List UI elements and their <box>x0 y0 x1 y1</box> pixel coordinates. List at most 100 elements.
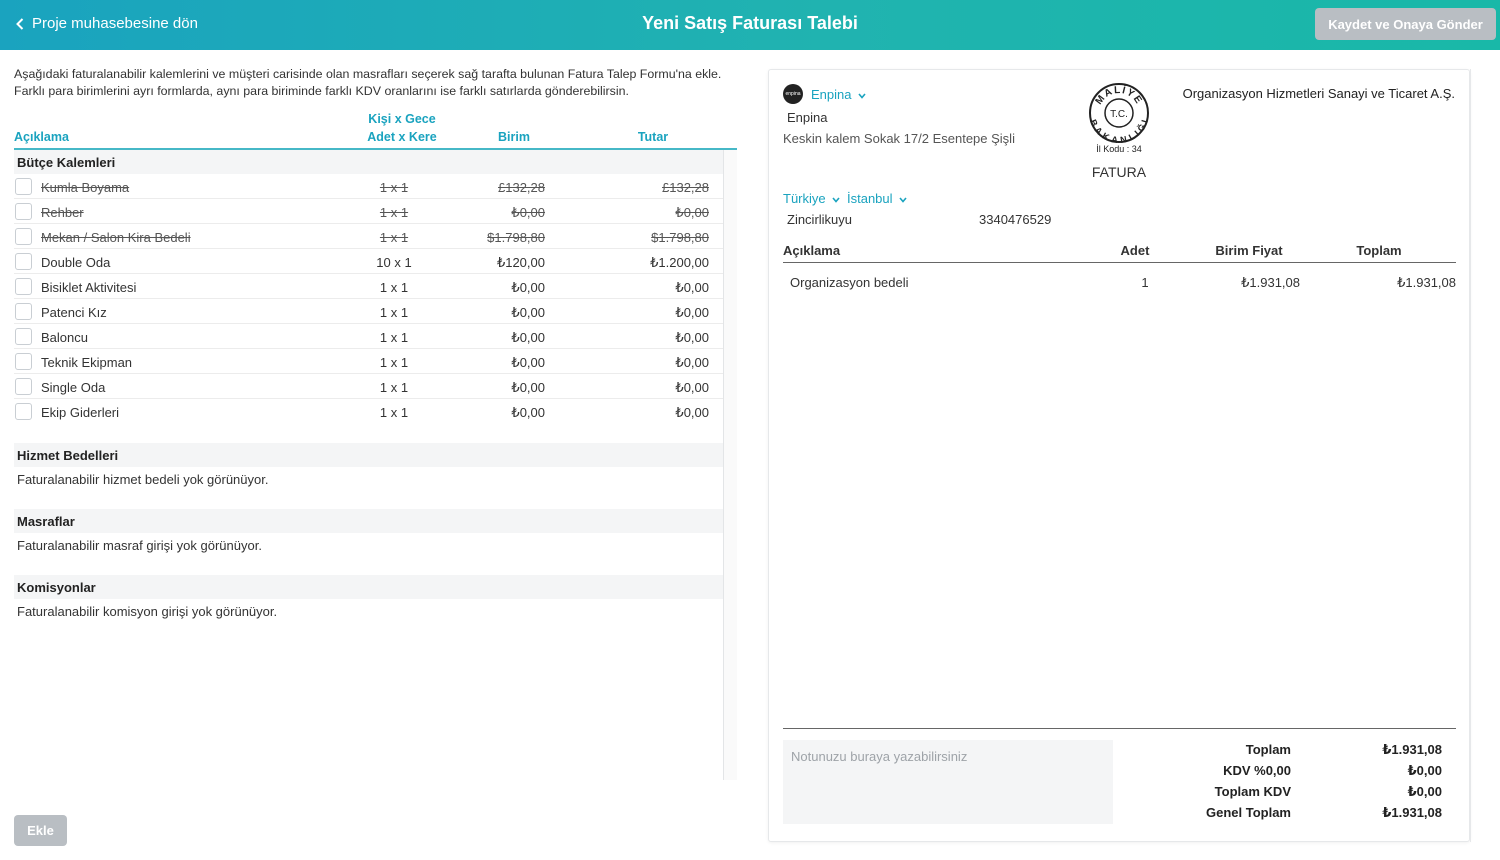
summary-value-subtotal: ₺1.931,08 <box>1382 742 1442 757</box>
country-select[interactable]: Türkiye <box>783 191 840 206</box>
svg-text:BAKANLIĞI: BAKANLIĞI <box>1088 118 1150 145</box>
table-row: Patenci Kız 1 x 1 ₺0,00 ₺0,00 <box>14 299 723 324</box>
invoice-line-total: ₺1.931,08 <box>1397 275 1456 290</box>
row-checkbox[interactable] <box>15 378 32 395</box>
row-checkbox[interactable] <box>15 253 32 270</box>
row-unit: ₺120,00 <box>496 255 545 270</box>
company-logo: enpina <box>783 84 803 104</box>
summary-label-subtotal: Toplam <box>1245 742 1291 757</box>
row-checkbox[interactable] <box>15 278 32 295</box>
row-unit: ₺0,00 <box>511 305 545 320</box>
tax-office-stamp: MALİYE BAKANLIĞI T.C. İl Kodu : 34 <box>1087 81 1151 155</box>
row-qty: 1 x 1 <box>379 330 409 345</box>
invoice-header-divider <box>783 262 1456 263</box>
row-checkbox[interactable] <box>15 228 32 245</box>
invoice-line-qty: 1 <box>1141 275 1149 290</box>
invoice-col-desc: Açıklama <box>783 243 841 258</box>
row-checkbox[interactable] <box>15 178 32 195</box>
invoice-form: enpina Enpina Enpina Keskin kalem Sokak … <box>768 69 1470 842</box>
back-link-label: Proje muhasebesine dön <box>32 15 198 32</box>
summary-value-vat-rate: ₺0,00 <box>1407 763 1442 778</box>
row-description: Bisiklet Aktivitesi <box>41 280 137 295</box>
col-header-description: Açıklama <box>14 130 69 144</box>
row-description: Ekip Giderleri <box>41 405 120 420</box>
section-commissions-title: Komisyonlar <box>14 575 723 599</box>
company-select[interactable]: Enpina <box>811 87 866 102</box>
row-total: $1.798,80 <box>651 230 709 245</box>
save-and-submit-button[interactable]: Kaydet ve Onaya Gönder <box>1315 8 1496 40</box>
chevron-down-icon <box>858 93 866 99</box>
row-total: ₺0,00 <box>675 280 709 295</box>
row-unit: ₺0,00 <box>511 280 545 295</box>
row-checkbox[interactable] <box>15 303 32 320</box>
row-checkbox[interactable] <box>15 353 32 370</box>
expenses-empty-note: Faturalanabilir masraf girişi yok görünü… <box>17 538 262 553</box>
row-description: Rehber <box>41 205 84 220</box>
row-description: Mekan / Salon Kira Bedeli <box>41 230 191 245</box>
row-total: ₺0,00 <box>675 355 709 370</box>
chevron-down-icon <box>832 197 840 203</box>
row-total: ₺1.200,00 <box>650 255 709 270</box>
summary-label-grand-total: Genel Toplam <box>1206 805 1291 820</box>
stamp-center-text: T.C. <box>1110 109 1128 120</box>
col-header-total: Tutar <box>637 130 669 144</box>
row-unit: ₺0,00 <box>511 355 545 370</box>
add-button[interactable]: Ekle <box>14 815 67 846</box>
left-scrollbar[interactable] <box>723 150 737 780</box>
invoice-scrollbar[interactable] <box>1470 69 1483 842</box>
document-type: FATURA <box>1091 164 1147 180</box>
district: Zincirlikuyu <box>787 212 853 227</box>
row-checkbox[interactable] <box>15 203 32 220</box>
company-name: Enpina <box>787 110 828 125</box>
table-row: Single Oda 1 x 1 ₺0,00 ₺0,00 <box>14 374 723 399</box>
intro-text: Aşağıdaki faturalanabilir kalemlerini ve… <box>14 66 744 100</box>
company-address: Keskin kalem Sokak 17/2 Esentepe Şişli <box>783 131 1015 146</box>
city-select[interactable]: İstanbul <box>847 191 907 206</box>
stamp-top-text: MALİYE <box>1094 83 1143 106</box>
row-unit: ₺0,00 <box>511 330 545 345</box>
row-total: ₺0,00 <box>675 380 709 395</box>
col-header-unit: Birim <box>498 130 530 144</box>
summary-value-total-vat: ₺0,00 <box>1407 784 1442 799</box>
table-row: Ekip Giderleri 1 x 1 ₺0,00 ₺0,00 <box>14 399 723 424</box>
svg-text:MALİYE: MALİYE <box>1094 83 1145 106</box>
commissions-empty-note: Faturalanabilir komisyon girişi yok görü… <box>17 604 278 619</box>
row-unit: ₺0,00 <box>511 405 545 420</box>
row-description: Single Oda <box>41 380 106 395</box>
row-description: Kumla Boyama <box>41 180 130 195</box>
stamp-bottom-text: BAKANLIĞI <box>1088 118 1149 145</box>
back-link[interactable]: Proje muhasebesine dön <box>16 15 198 32</box>
row-checkbox[interactable] <box>15 403 32 420</box>
invoice-col-qty: Adet <box>1120 243 1150 258</box>
note-input[interactable] <box>783 740 1113 824</box>
intro-line-2: Farklı para birimlerini ayrı formlarda, … <box>14 84 629 98</box>
row-qty: 1 x 1 <box>379 355 409 370</box>
table-row: Teknik Ekipman 1 x 1 ₺0,00 ₺0,00 <box>14 349 723 374</box>
country-select-value: Türkiye <box>783 191 826 206</box>
row-qty: 1 x 1 <box>379 230 409 245</box>
row-unit: ₺0,00 <box>511 380 545 395</box>
top-bar: Proje muhasebesine dön Yeni Satış Fatura… <box>0 0 1500 50</box>
row-unit: £132,28 <box>498 180 545 195</box>
section-expenses-title: Masraflar <box>14 509 723 533</box>
row-qty: 1 x 1 <box>379 305 409 320</box>
row-qty: 1 x 1 <box>379 280 409 295</box>
invoice-line-desc: Organizasyon bedeli <box>790 275 909 290</box>
chevron-left-icon <box>16 17 24 30</box>
company-select-value: Enpina <box>811 87 852 102</box>
row-checkbox[interactable] <box>15 328 32 345</box>
stamp-seal-icon: MALİYE BAKANLIĞI T.C. <box>1088 83 1150 145</box>
stamp-code: İl Kodu : 34 <box>1096 144 1142 154</box>
header-divider <box>14 148 737 150</box>
row-qty: 1 x 1 <box>379 405 409 420</box>
row-qty: 1 x 1 <box>379 205 409 220</box>
city-select-value: İstanbul <box>847 191 893 206</box>
table-row: Kumla Boyama 1 x 1 £132,28 £132,28 <box>14 174 723 199</box>
table-row: Rehber 1 x 1 ₺0,00 ₺0,00 <box>14 199 723 224</box>
row-total: ₺0,00 <box>675 205 709 220</box>
table-row: Mekan / Salon Kira Bedeli 1 x 1 $1.798,8… <box>14 224 723 249</box>
page-title: Yeni Satış Faturası Talebi <box>642 13 858 33</box>
row-description: Double Oda <box>41 255 111 270</box>
summary-label-vat-rate: KDV %0,00 <box>1223 763 1291 778</box>
summary-value-grand-total: ₺1.931,08 <box>1382 805 1442 820</box>
